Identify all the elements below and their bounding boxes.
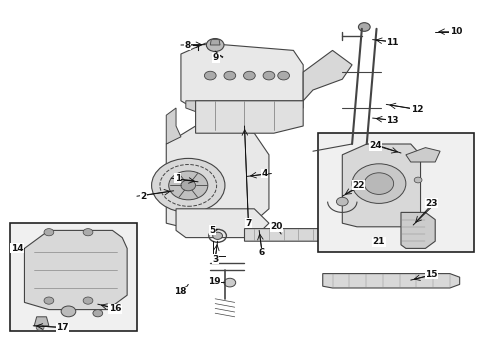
Polygon shape (244, 229, 327, 241)
Text: 4: 4 (261, 169, 267, 178)
Circle shape (351, 164, 405, 203)
Text: 14: 14 (11, 244, 23, 253)
Text: 16: 16 (108, 305, 121, 313)
Text: 10: 10 (449, 27, 461, 36)
Polygon shape (166, 108, 181, 144)
Text: 15: 15 (425, 270, 437, 279)
Circle shape (83, 297, 93, 304)
Bar (10, 223, 137, 331)
Text: 9: 9 (212, 53, 219, 62)
Circle shape (224, 278, 235, 287)
Polygon shape (34, 317, 49, 326)
Circle shape (336, 197, 347, 206)
Text: 17: 17 (56, 323, 69, 332)
Circle shape (413, 177, 421, 183)
Circle shape (61, 306, 76, 317)
Circle shape (181, 180, 195, 191)
Text: 23: 23 (425, 199, 437, 208)
Circle shape (224, 71, 235, 80)
Circle shape (277, 71, 289, 80)
Circle shape (93, 310, 102, 317)
Bar (317, 133, 473, 252)
Polygon shape (176, 209, 268, 238)
Circle shape (44, 229, 54, 236)
Circle shape (212, 232, 222, 239)
Polygon shape (303, 50, 351, 101)
Text: 22: 22 (351, 181, 364, 190)
Polygon shape (185, 101, 303, 115)
Text: 12: 12 (410, 105, 423, 114)
Text: 6: 6 (259, 248, 264, 257)
Circle shape (168, 171, 207, 200)
Circle shape (364, 173, 393, 194)
Polygon shape (210, 40, 220, 45)
Text: 2: 2 (140, 192, 146, 201)
Polygon shape (24, 230, 127, 310)
Text: 5: 5 (209, 226, 215, 235)
Polygon shape (181, 43, 303, 115)
Polygon shape (166, 126, 268, 230)
Text: 21: 21 (372, 238, 385, 247)
Text: 20: 20 (269, 222, 282, 231)
Polygon shape (405, 148, 439, 162)
Polygon shape (322, 274, 459, 288)
Circle shape (358, 23, 369, 31)
Circle shape (243, 71, 255, 80)
Circle shape (44, 297, 54, 304)
Text: 11: 11 (386, 38, 398, 47)
Polygon shape (400, 212, 434, 248)
Text: 8: 8 (184, 41, 190, 50)
Polygon shape (195, 101, 303, 133)
Text: 24: 24 (368, 141, 381, 150)
Circle shape (204, 71, 216, 80)
Text: 13: 13 (386, 116, 398, 125)
Circle shape (83, 229, 93, 236)
Text: 19: 19 (207, 277, 220, 286)
Circle shape (36, 325, 44, 330)
Circle shape (206, 39, 224, 51)
Text: 3: 3 (212, 255, 218, 264)
Text: 7: 7 (244, 219, 251, 228)
Text: 1: 1 (174, 174, 181, 183)
Text: 18: 18 (173, 287, 186, 296)
Polygon shape (342, 144, 420, 227)
Circle shape (263, 71, 274, 80)
Circle shape (151, 158, 224, 212)
